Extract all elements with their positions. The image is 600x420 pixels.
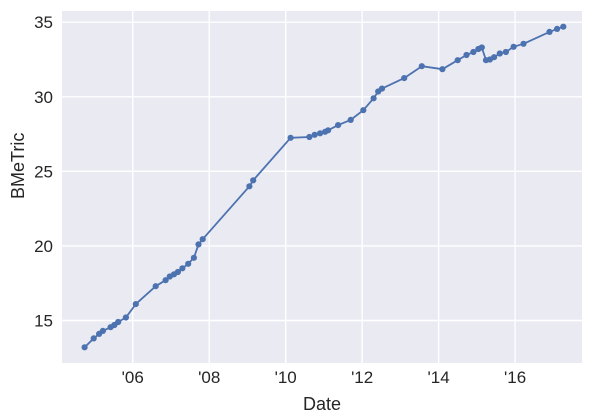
data-point xyxy=(311,131,318,138)
y-axis-label-text: BMeTric xyxy=(8,132,28,199)
data-point xyxy=(510,43,517,50)
data-point xyxy=(502,48,509,56)
y-tick-label: 25 xyxy=(34,162,53,181)
data-point xyxy=(370,95,377,102)
x-axis-label-text: Date xyxy=(302,394,342,414)
data-point xyxy=(347,116,354,123)
data-point xyxy=(99,327,106,334)
x-tick-label: '08 xyxy=(198,368,220,387)
x-tick-label: '10 xyxy=(275,368,297,387)
y-tick-label: 20 xyxy=(34,237,53,256)
data-point xyxy=(463,51,470,59)
data-point xyxy=(306,133,313,141)
plot-background xyxy=(62,11,582,363)
data-point xyxy=(360,107,367,114)
data-point xyxy=(115,318,122,326)
data-point xyxy=(81,344,88,351)
data-point xyxy=(401,75,408,82)
data-point xyxy=(454,57,461,64)
data-point xyxy=(325,127,332,134)
data-point xyxy=(378,85,386,92)
x-tick-label: '14 xyxy=(428,368,450,387)
data-point xyxy=(190,254,197,261)
y-tick-label: 35 xyxy=(34,13,53,32)
data-point xyxy=(90,335,97,342)
x-tick-label: '12 xyxy=(351,368,373,387)
data-point xyxy=(122,314,129,321)
data-point xyxy=(560,23,567,30)
data-point xyxy=(246,183,253,190)
data-point xyxy=(199,236,206,243)
data-point xyxy=(132,301,139,308)
x-axis-label: Date xyxy=(0,395,600,413)
y-tick-label: 15 xyxy=(34,311,53,330)
data-point xyxy=(317,130,324,137)
data-point xyxy=(250,177,257,184)
y-tick-label: 30 xyxy=(34,88,53,107)
data-point xyxy=(439,66,446,73)
data-point xyxy=(546,28,553,35)
data-point xyxy=(335,122,342,129)
x-tick-label: '16 xyxy=(504,368,526,387)
data-point xyxy=(179,265,186,272)
data-point xyxy=(418,63,425,70)
data-point xyxy=(162,277,169,284)
data-point xyxy=(185,260,192,267)
data-point xyxy=(174,268,181,276)
data-point xyxy=(478,44,485,51)
data-point xyxy=(287,134,294,141)
data-point xyxy=(152,283,159,290)
data-point xyxy=(520,40,527,47)
data-point xyxy=(470,48,477,56)
data-point xyxy=(491,54,498,61)
x-tick-label: '06 xyxy=(122,368,144,387)
y-axis-label: BMeTric xyxy=(8,133,28,199)
data-point xyxy=(554,25,561,32)
data-point xyxy=(195,241,202,248)
data-point xyxy=(496,50,503,57)
